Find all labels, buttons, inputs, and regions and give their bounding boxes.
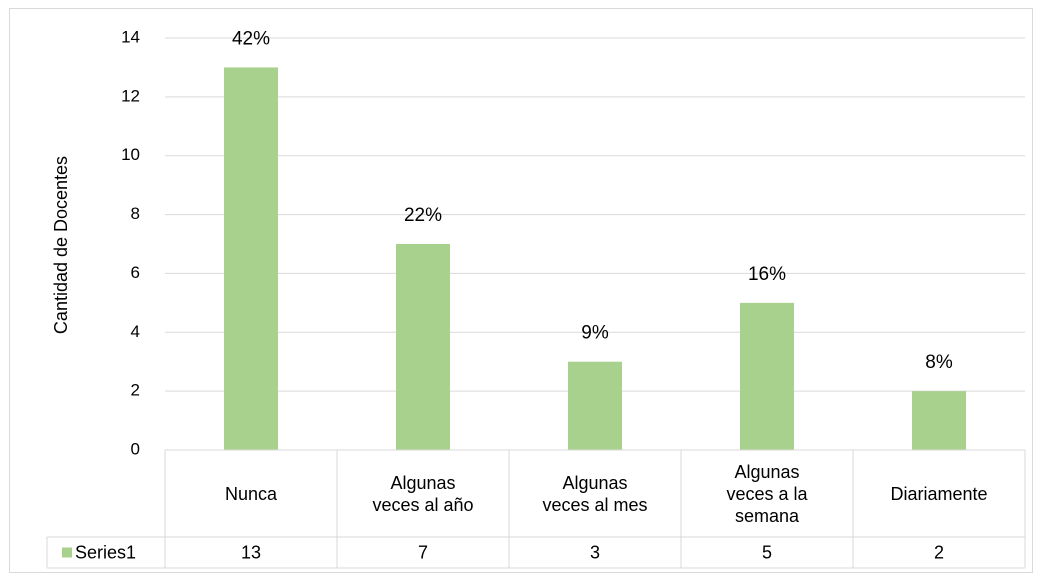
bar bbox=[740, 302, 794, 450]
y-tick-label: 10 bbox=[121, 145, 140, 164]
category-text: Diariamente bbox=[890, 483, 988, 504]
y-tick-label: 0 bbox=[131, 439, 140, 458]
data-label: 42% bbox=[232, 28, 270, 49]
legend-label: Series1 bbox=[75, 542, 136, 562]
bar bbox=[396, 244, 450, 450]
x-tick-label: Nunca bbox=[165, 450, 337, 537]
x-tick-label: Diariamente bbox=[853, 450, 1025, 537]
category-text: Algunas veces a la semana bbox=[726, 461, 808, 526]
data-label: 8% bbox=[925, 352, 953, 373]
bar bbox=[224, 67, 278, 450]
table-value: 2 bbox=[934, 542, 944, 562]
legend-swatch bbox=[62, 547, 72, 558]
x-tick-label: Algunas veces al mes bbox=[509, 450, 681, 537]
category-text: Algunas veces al mes bbox=[542, 472, 648, 515]
y-tick-label: 2 bbox=[131, 381, 140, 400]
category-text: Nunca bbox=[224, 483, 278, 504]
bar bbox=[912, 391, 966, 450]
bar bbox=[568, 361, 622, 450]
table-value: 7 bbox=[418, 542, 428, 562]
y-tick-label: 14 bbox=[121, 27, 140, 46]
y-tick-label: 12 bbox=[121, 86, 140, 105]
y-tick-label: 4 bbox=[131, 322, 140, 341]
x-tick-label: Algunas veces al año bbox=[337, 450, 509, 537]
data-label: 22% bbox=[404, 205, 442, 226]
data-label: 9% bbox=[581, 323, 609, 344]
y-axis-title: Cantidad de Docentes bbox=[51, 156, 71, 334]
table-value: 13 bbox=[241, 542, 261, 562]
x-tick-label: Algunas veces a la semana bbox=[681, 450, 853, 537]
chart-border bbox=[9, 8, 1033, 573]
y-tick-label: 8 bbox=[131, 204, 140, 223]
table-value: 3 bbox=[590, 542, 600, 562]
category-text: Algunas veces al año bbox=[372, 472, 474, 515]
table-value: 5 bbox=[762, 542, 772, 562]
data-label: 16% bbox=[748, 264, 786, 285]
y-tick-label: 6 bbox=[131, 263, 140, 282]
